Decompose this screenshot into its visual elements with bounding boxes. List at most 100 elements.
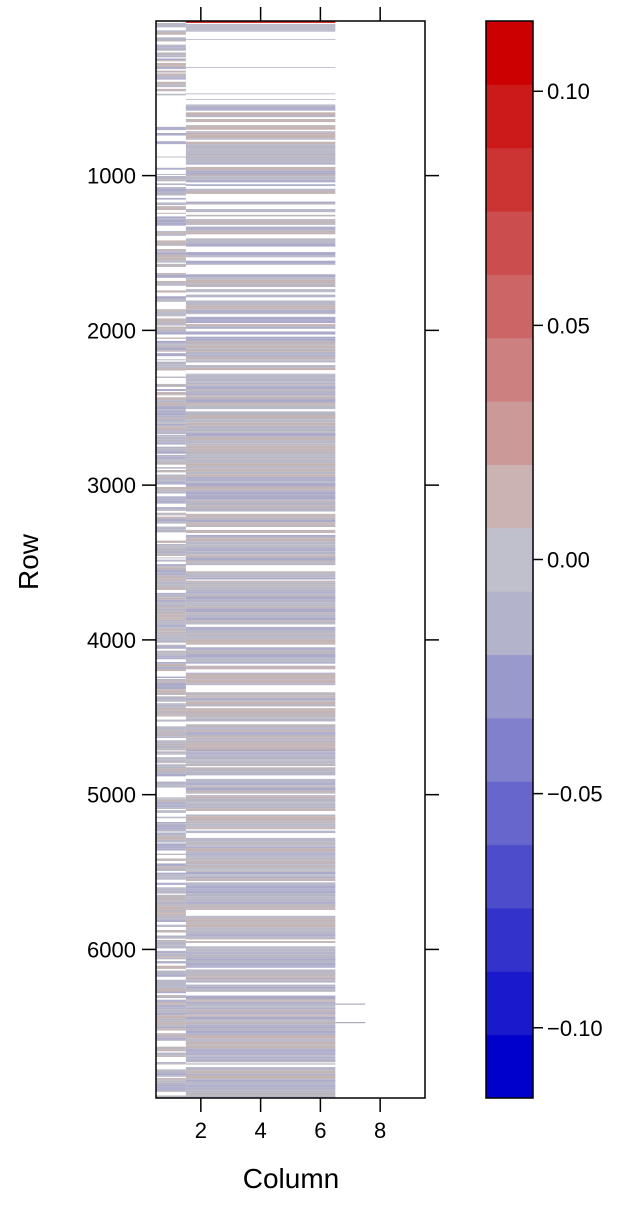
cell-line (156, 298, 186, 302)
cell-line (185, 574, 336, 578)
cell-line (185, 294, 336, 298)
cell-line (185, 974, 336, 977)
cell-line (156, 604, 186, 608)
cell-line (156, 70, 186, 73)
cell-line (156, 621, 186, 625)
cell-line (185, 654, 336, 658)
cell-line (185, 203, 336, 205)
cell-line (185, 919, 336, 923)
cell-line (185, 908, 336, 910)
cell-line (156, 156, 186, 158)
cell-line (185, 890, 336, 894)
cell-line (185, 277, 336, 280)
colorbar-swatch (486, 971, 533, 1036)
cell-line (185, 243, 336, 247)
cell-line (185, 432, 336, 437)
cell-line (156, 773, 186, 777)
cell-line (185, 263, 336, 265)
colorbar: 0.10 0.05 0.00 −0.05 −0.10 (485, 20, 603, 1099)
cell-line (156, 748, 186, 751)
cell-line (156, 252, 186, 255)
cell-line (156, 655, 186, 658)
cell-line (156, 1026, 186, 1029)
cell-line (185, 459, 336, 463)
cell-line (156, 491, 186, 494)
cell-line (185, 1052, 336, 1056)
cell-line (156, 799, 186, 802)
cell-line (185, 179, 336, 183)
cell-line (156, 383, 186, 387)
cell-line (156, 957, 186, 960)
cell-line (185, 1003, 336, 1007)
cell-line (185, 450, 336, 452)
cell-line (156, 553, 186, 556)
cell-line (156, 552, 186, 554)
cell-line (185, 336, 336, 339)
cell-line (156, 1063, 186, 1065)
colorbar-swatch (486, 21, 533, 85)
colorbar-swatch (486, 401, 533, 465)
cell-line (185, 414, 336, 418)
cell-line (156, 1082, 186, 1085)
cell-line (156, 549, 186, 553)
cell-line (185, 827, 336, 830)
cell-line (185, 331, 336, 335)
cell-line (156, 1052, 186, 1056)
cell-line (185, 1084, 336, 1088)
cell-line (156, 218, 186, 220)
cell-line (185, 300, 336, 302)
cell-line (156, 614, 186, 618)
cell-line (185, 554, 336, 556)
cell-line (185, 144, 336, 146)
cell-line (185, 760, 336, 764)
cell-line (185, 1007, 336, 1010)
cell-line (185, 612, 336, 615)
cell-line (185, 184, 336, 186)
panel-border (155, 20, 426, 1099)
cell-line (185, 223, 336, 225)
cell-line (185, 875, 336, 877)
cell-line (156, 345, 186, 348)
cell-line (185, 1006, 336, 1008)
cell-line (185, 695, 336, 697)
cell-line (156, 783, 186, 785)
cell-line (185, 882, 336, 886)
cell-line (185, 529, 336, 534)
cell-line (156, 888, 186, 891)
cell-line (156, 676, 186, 679)
y-tick-label: 2000 (87, 318, 136, 343)
cell-line (156, 230, 186, 233)
cell-line (156, 529, 186, 533)
cell-line (185, 922, 336, 925)
cell-line (185, 536, 336, 539)
cell-line (185, 728, 336, 730)
cell-line (185, 131, 336, 133)
cell-line (156, 698, 186, 702)
cell-line (185, 729, 336, 732)
cell-line (156, 315, 186, 317)
x-tick-label: 6 (314, 1118, 326, 1143)
cell-line (185, 118, 336, 123)
cell-line (156, 347, 186, 351)
cell-line (156, 191, 186, 193)
cell-line (156, 448, 186, 451)
cell-line (185, 345, 336, 349)
cell-line (156, 219, 186, 222)
cell-line (185, 1075, 336, 1079)
cell-line (185, 390, 336, 394)
cell-line (156, 376, 186, 378)
cell-line (185, 463, 336, 467)
cell-line (185, 443, 336, 446)
cell-line (185, 650, 336, 655)
cell-line (185, 786, 336, 788)
colorbar-swatch (486, 274, 533, 339)
y-tick-label: 4000 (87, 628, 136, 653)
cell-line (156, 745, 186, 749)
colorbar-tick-label: 0.10 (547, 79, 590, 104)
cell-line (156, 912, 186, 914)
cell-line (156, 682, 186, 687)
cell-line (185, 524, 336, 527)
cell-line (156, 988, 186, 992)
cell-line (185, 676, 336, 680)
cell-line (185, 946, 336, 949)
